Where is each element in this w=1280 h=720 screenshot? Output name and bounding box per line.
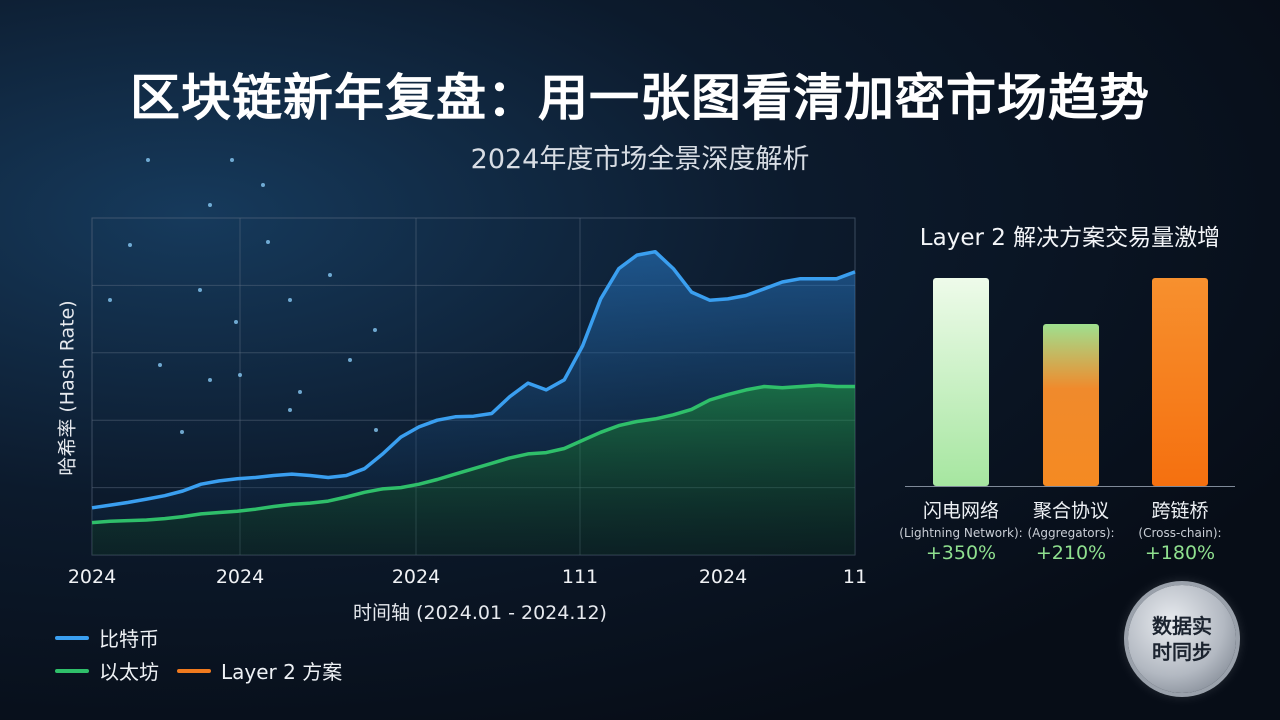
sparkle-dot <box>261 183 265 187</box>
badge-line-1: 数据实 <box>1152 614 1212 638</box>
page-subtitle: 2024年度市场全景深度解析 <box>470 144 810 175</box>
ethereum-line <box>91 383 855 525</box>
bar-value-label: +210% <box>1035 542 1107 564</box>
bar-category-en-label: (Cross-chain): <box>1138 526 1222 540</box>
sparkle-dot <box>180 430 184 434</box>
bitcoin-line <box>91 249 856 510</box>
x-tick-label: 2024 <box>698 566 748 588</box>
sparkle-dot <box>108 298 112 302</box>
sparkle-dot <box>234 320 238 324</box>
legend-swatch-bitcoin <box>55 635 89 640</box>
bar-label-cross-chain: 跨链桥 (Cross-chain): +180% <box>1115 496 1245 564</box>
legend-label-ethereum: 以太坊 <box>99 660 159 684</box>
sparkle-dot <box>328 273 332 277</box>
bar-cross-chain <box>1152 278 1208 486</box>
sparkle-dot <box>374 428 378 432</box>
legend-item-layer2: Layer 2 方案 <box>177 656 342 685</box>
bar-chart-baseline <box>905 486 1235 487</box>
legend-swatch-layer2 <box>177 668 211 673</box>
x-axis-label: 时间轴 (2024.01 - 2024.12) <box>353 602 607 624</box>
x-tick-label: 2024 <box>391 566 441 588</box>
bar-aggregators <box>1043 323 1099 486</box>
sparkle-dot <box>238 373 242 377</box>
legend-label-layer2: Layer 2 方案 <box>221 660 343 684</box>
bar-category-en-label: (Aggregators): <box>1027 526 1115 540</box>
legend-item-bitcoin: 比特币 <box>55 623 159 652</box>
sparkle-dot <box>198 288 202 292</box>
bar-chart-title: Layer 2 解决方案交易量激增 <box>919 225 1221 251</box>
legend-swatch-ethereum <box>55 668 89 673</box>
data-sync-badge: 数据实 时同步 <box>1128 585 1236 693</box>
legend-label-bitcoin: 比特币 <box>99 627 159 651</box>
legend-item-ethereum: 以太坊 <box>55 656 159 685</box>
bitcoin-area-fill <box>92 251 855 523</box>
sparkle-dot <box>298 390 302 394</box>
sparkle-dot <box>373 328 377 332</box>
sparkle-dot <box>146 158 150 162</box>
sparkle-dot <box>266 240 270 244</box>
x-tick-label: 111 <box>561 566 599 588</box>
sparkle-dot <box>208 203 212 207</box>
bar-value-label: +180% <box>1144 542 1216 564</box>
bar-lightning <box>933 278 989 486</box>
bar-category-label: 聚合协议 <box>1032 500 1109 522</box>
badge-line-2: 时同步 <box>1152 640 1212 664</box>
x-tick-label: 2024 <box>67 566 117 588</box>
page-title: 区块链新年复盘：用一张图看清加密市场趋势 <box>130 69 1150 127</box>
sparkle-dot <box>208 378 212 382</box>
sparkle-dot <box>158 363 162 367</box>
bar-category-en-label: (Lightning Network): <box>899 526 1023 540</box>
sparkle-dot <box>230 158 234 162</box>
bar-label-aggregators: 聚合协议 (Aggregators): +210% <box>1006 496 1136 564</box>
bar-label-lightning: 闪电网络 (Lightning Network): +350% <box>896 496 1026 564</box>
bar-category-label: 闪电网络 <box>922 500 999 522</box>
sparkle-dot <box>288 408 292 412</box>
bar-value-label: +350% <box>925 542 997 564</box>
x-tick-label: 2024 <box>215 566 265 588</box>
x-tick-label: 11 <box>842 566 868 588</box>
y-axis-label: 哈希率 (Hash Rate) <box>56 300 79 476</box>
sparkle-dot <box>128 243 132 247</box>
sparkle-dot <box>348 358 352 362</box>
bar-category-label: 跨链桥 <box>1151 500 1209 522</box>
sparkle-dot <box>288 298 292 302</box>
